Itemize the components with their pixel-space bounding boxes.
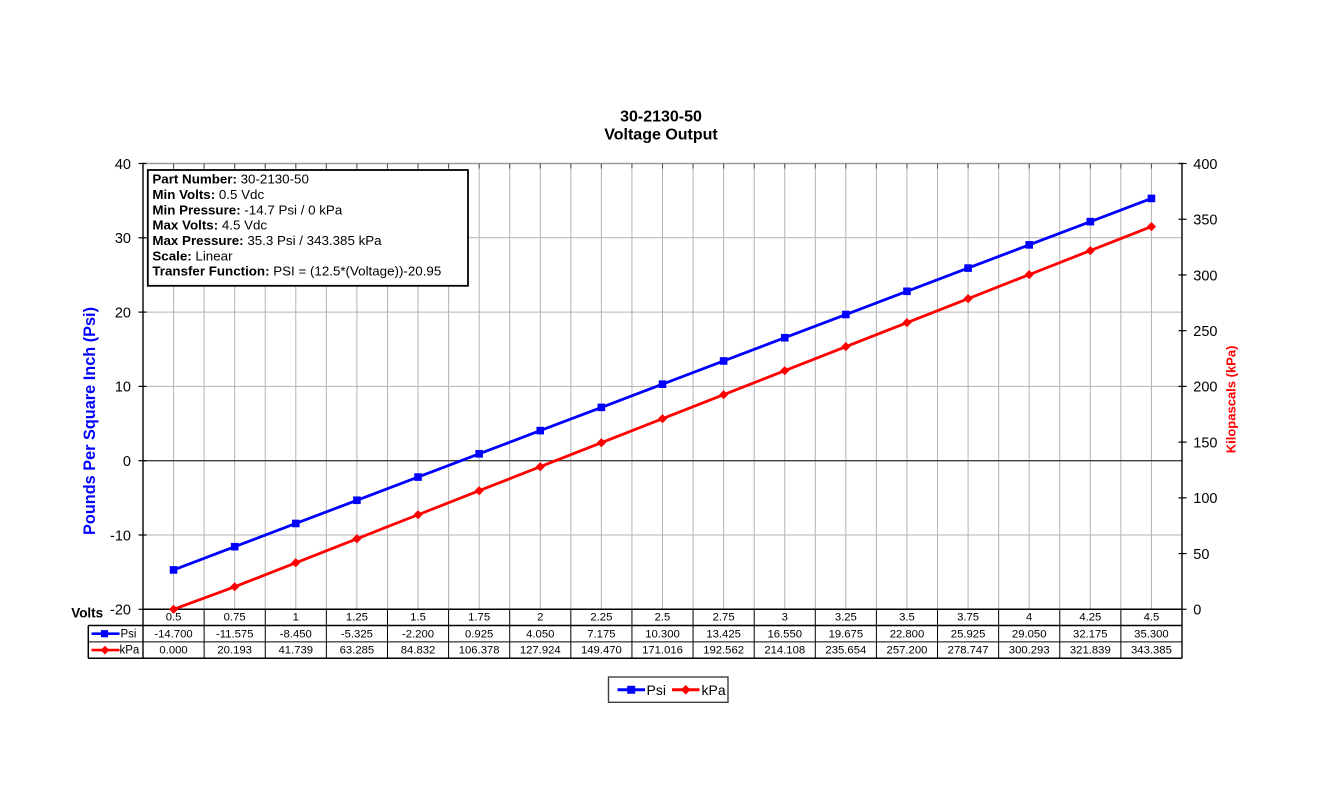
svg-text:250: 250 (1193, 324, 1217, 340)
svg-text:3.25: 3.25 (835, 612, 857, 624)
svg-text:Psi: Psi (121, 628, 137, 640)
svg-text:10.300: 10.300 (645, 628, 680, 640)
svg-text:100: 100 (1193, 491, 1217, 507)
svg-text:3.5: 3.5 (899, 612, 915, 624)
svg-text:3.75: 3.75 (957, 612, 979, 624)
svg-text:-14.700: -14.700 (154, 628, 192, 640)
svg-text:0.925: 0.925 (465, 628, 493, 640)
svg-text:214.108: 214.108 (764, 645, 805, 657)
svg-text:30: 30 (115, 231, 131, 247)
svg-text:63.285: 63.285 (340, 645, 375, 657)
svg-text:149.470: 149.470 (581, 645, 622, 657)
svg-text:2: 2 (537, 612, 543, 624)
svg-text:Psi: Psi (647, 682, 666, 698)
svg-text:4.25: 4.25 (1079, 612, 1101, 624)
svg-text:0.75: 0.75 (224, 612, 246, 624)
svg-text:300.293: 300.293 (1009, 645, 1050, 657)
svg-text:20.193: 20.193 (217, 645, 252, 657)
svg-text:29.050: 29.050 (1012, 628, 1047, 640)
svg-text:3: 3 (782, 612, 788, 624)
svg-text:1: 1 (293, 612, 299, 624)
svg-text:350: 350 (1193, 213, 1217, 229)
svg-text:25.925: 25.925 (951, 628, 986, 640)
svg-text:171.016: 171.016 (642, 645, 683, 657)
svg-text:200: 200 (1193, 380, 1217, 396)
svg-text:kPa: kPa (120, 645, 140, 657)
svg-text:35.300: 35.300 (1134, 628, 1169, 640)
svg-text:106.378: 106.378 (459, 645, 500, 657)
svg-text:-20: -20 (110, 603, 131, 619)
svg-text:84.832: 84.832 (401, 645, 436, 657)
svg-text:4: 4 (1026, 612, 1032, 624)
svg-text:0.000: 0.000 (159, 645, 187, 657)
svg-text:Kilopascals (kPa): Kilopascals (kPa) (1224, 346, 1239, 454)
svg-text:0.5: 0.5 (166, 612, 182, 624)
svg-text:278.747: 278.747 (948, 645, 989, 657)
svg-text:4.5: 4.5 (1144, 612, 1160, 624)
svg-text:Pounds Per Square Inch (Psi): Pounds Per Square Inch (Psi) (81, 307, 99, 535)
svg-text:Transfer Function: PSI = (12.5: Transfer Function: PSI = (12.5*(Voltage)… (152, 264, 441, 279)
svg-text:400: 400 (1193, 157, 1217, 173)
svg-text:343.385: 343.385 (1131, 645, 1172, 657)
svg-text:Voltage Output: Voltage Output (604, 127, 718, 144)
svg-text:Max Volts: 4.5 Vdc: Max Volts: 4.5 Vdc (152, 218, 267, 233)
svg-text:-8.450: -8.450 (280, 628, 312, 640)
svg-text:Scale: Linear: Scale: Linear (152, 248, 233, 263)
svg-text:40: 40 (115, 157, 131, 173)
svg-text:0: 0 (123, 454, 131, 470)
svg-text:-11.575: -11.575 (216, 628, 253, 640)
svg-text:2.75: 2.75 (713, 612, 735, 624)
svg-text:19.675: 19.675 (829, 628, 864, 640)
svg-text:1.75: 1.75 (468, 612, 490, 624)
svg-text:Max Pressure: 35.3 Psi / 343.3: Max Pressure: 35.3 Psi / 343.385 kPa (152, 233, 382, 248)
svg-text:-10: -10 (110, 528, 131, 544)
svg-text:2.25: 2.25 (590, 612, 612, 624)
svg-text:-2.200: -2.200 (402, 628, 434, 640)
svg-text:13.425: 13.425 (706, 628, 741, 640)
svg-text:22.800: 22.800 (890, 628, 925, 640)
svg-text:32.175: 32.175 (1073, 628, 1108, 640)
svg-text:1.5: 1.5 (410, 612, 426, 624)
svg-text:150: 150 (1193, 435, 1217, 451)
svg-text:1.25: 1.25 (346, 612, 368, 624)
svg-text:257.200: 257.200 (887, 645, 928, 657)
svg-text:0: 0 (1193, 603, 1201, 619)
svg-text:30-2130-50: 30-2130-50 (620, 109, 702, 126)
svg-text:300: 300 (1193, 268, 1217, 284)
svg-text:127.924: 127.924 (520, 645, 561, 657)
svg-text:Min Volts: 0.5 Vdc: Min Volts: 0.5 Vdc (152, 187, 264, 202)
svg-text:235.654: 235.654 (825, 645, 866, 657)
svg-text:-5.325: -5.325 (341, 628, 373, 640)
svg-text:Volts: Volts (71, 606, 103, 621)
svg-text:2.5: 2.5 (655, 612, 671, 624)
svg-text:321.839: 321.839 (1070, 645, 1111, 657)
svg-text:4.050: 4.050 (526, 628, 554, 640)
svg-text:41.739: 41.739 (279, 645, 314, 657)
svg-text:16.550: 16.550 (767, 628, 802, 640)
svg-text:50: 50 (1193, 547, 1209, 563)
svg-text:192.562: 192.562 (703, 645, 744, 657)
svg-text:20: 20 (115, 305, 131, 321)
svg-text:Part Number: 30-2130-50: Part Number: 30-2130-50 (152, 172, 309, 187)
svg-text:7.175: 7.175 (587, 628, 615, 640)
svg-text:10: 10 (115, 380, 131, 396)
svg-text:Min Pressure: -14.7 Psi / 0 kP: Min Pressure: -14.7 Psi / 0 kPa (152, 202, 342, 217)
svg-text:kPa: kPa (702, 682, 726, 698)
